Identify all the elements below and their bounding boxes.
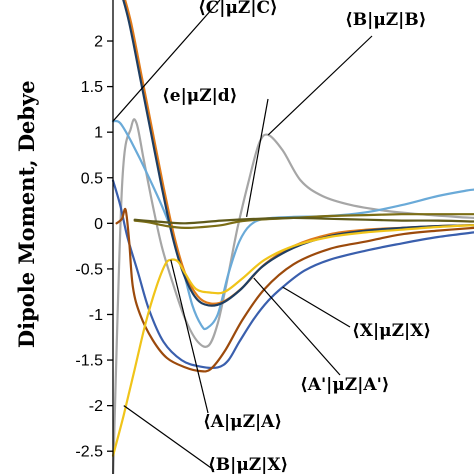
series-line-blue <box>111 179 474 369</box>
y-tick-label: 1.5 <box>81 79 103 96</box>
series-line-dark <box>122 0 474 307</box>
series-line-lightblue <box>111 119 474 331</box>
y-ticks: 2 1.5 1 0.5 0 -0.5 -1 -1.5 -2 -2.5 <box>75 34 113 461</box>
annotation-label: ⟨C|μZ|C⟩ <box>198 0 278 18</box>
series-line-olive <box>133 213 474 230</box>
y-tick-label: -1 <box>89 307 103 324</box>
series-line-olive2 <box>133 216 474 225</box>
series-layer <box>111 0 474 474</box>
y-tick-label: -2 <box>89 398 103 415</box>
annotation-leader <box>246 98 269 218</box>
annotation-label: ⟨e|μZ|d⟩ <box>162 86 237 106</box>
y-tick-label: 0.5 <box>81 170 103 187</box>
annotation-label: ⟨A'|μZ|A'⟩ <box>300 375 390 395</box>
annotation-label: ⟨B|μZ|X⟩ <box>208 455 288 474</box>
series-line-orange <box>123 0 474 305</box>
annotation-leader <box>282 286 351 328</box>
annotation-leader <box>123 405 215 471</box>
series-line-grey <box>112 118 474 474</box>
y-axis-label: Dipole Moment, Debye <box>14 80 39 348</box>
y-tick-label: -0.5 <box>75 261 103 278</box>
annotation-leader <box>170 259 209 414</box>
y-tick-label: -2.5 <box>75 444 103 461</box>
annotation-leader <box>253 277 341 376</box>
y-tick-label: 0 <box>94 216 103 233</box>
annotation-label: ⟨A|μZ|A⟩ <box>203 412 282 432</box>
annotation-leader <box>112 0 221 122</box>
annotation-label: ⟨B|μZ|B⟩ <box>345 10 427 30</box>
series-line-yellow <box>111 224 474 457</box>
annotations: ⟨C|μZ|C⟩ ⟨B|μZ|B⟩ ⟨e|μZ|d⟩ ⟨X|μZ|X⟩ ⟨A'|μZ|A… <box>112 0 431 474</box>
y-tick-label: 1 <box>94 125 103 142</box>
y-tick-label: 2 <box>94 34 103 51</box>
annotation-leader <box>267 35 373 136</box>
y-tick-label: -1.5 <box>75 353 103 370</box>
series-line-brown <box>115 207 474 373</box>
annotation-label: ⟨X|μZ|X⟩ <box>352 321 431 341</box>
